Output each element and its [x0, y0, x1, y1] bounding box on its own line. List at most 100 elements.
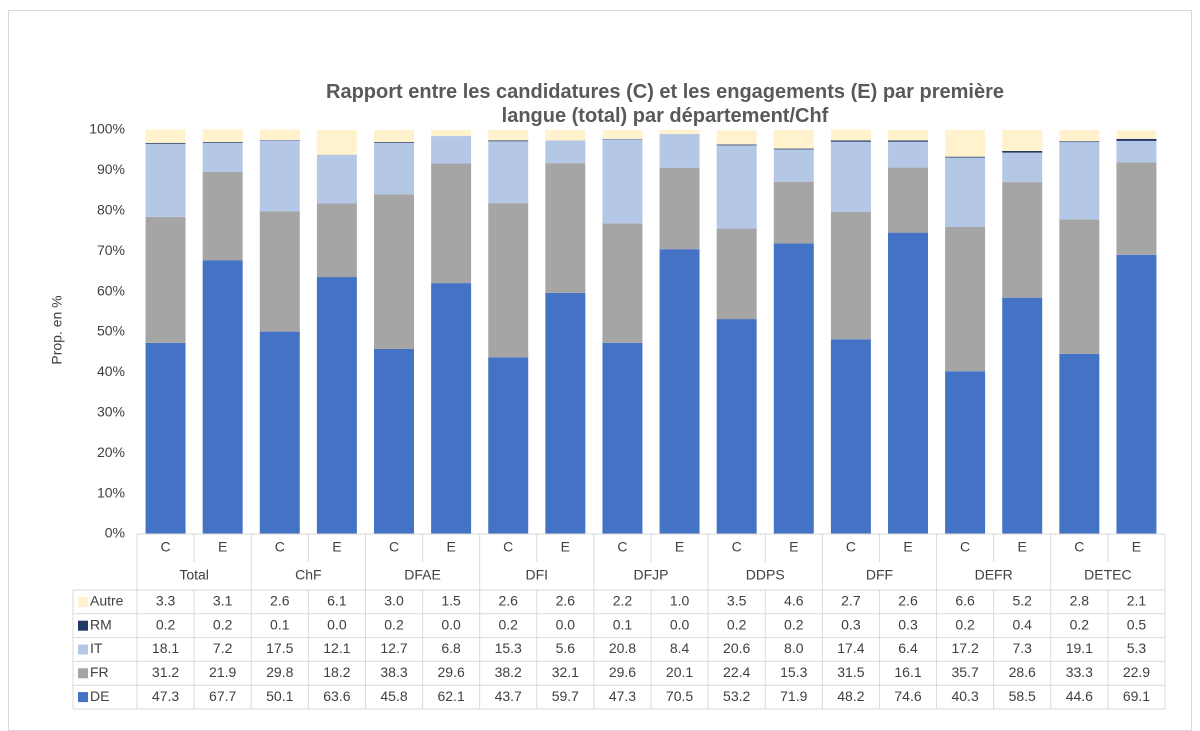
- table-value: 4.6: [784, 593, 804, 609]
- table-value: 22.4: [723, 664, 750, 680]
- x-tick-label: E: [218, 539, 227, 555]
- table-value: 0.0: [670, 616, 690, 632]
- bar-segment: [830, 212, 871, 340]
- bar-segment: [1059, 130, 1100, 142]
- bar-segment: [202, 172, 243, 261]
- table-value: 0.2: [1070, 616, 1090, 632]
- bar-segment: [773, 181, 814, 244]
- bar-segment: [1002, 130, 1043, 152]
- bar-segment: [374, 142, 414, 195]
- group-label: DFAE: [404, 567, 441, 583]
- x-tick-label: E: [1018, 539, 1027, 555]
- table-value: 0.2: [213, 616, 233, 632]
- y-tick-label: 20%: [97, 444, 125, 460]
- x-tick-label: C: [160, 539, 170, 555]
- group-label: ChF: [295, 567, 321, 583]
- x-tick-label: C: [960, 539, 970, 555]
- bar-segment: [1059, 141, 1100, 143]
- table-value: 63.6: [323, 688, 350, 704]
- bar-segment: [259, 129, 300, 141]
- table-value: 44.6: [1066, 688, 1093, 704]
- bar-segment: [431, 163, 472, 284]
- bar-segment: [145, 342, 186, 534]
- table-value: 0.0: [327, 616, 347, 632]
- bar-segment: [716, 228, 757, 320]
- x-tick-label: C: [846, 539, 856, 555]
- bar-segment: [716, 130, 757, 145]
- x-tick-label: E: [332, 539, 341, 555]
- y-tick-label: 10%: [97, 484, 125, 500]
- bar-segment: [145, 216, 186, 343]
- bar-segment: [431, 283, 472, 534]
- table-value: 74.6: [894, 688, 921, 704]
- table-value: 40.3: [951, 688, 978, 704]
- bar-segment: [1059, 142, 1100, 220]
- table-value: 1.5: [441, 593, 461, 609]
- y-tick-label: 90%: [97, 161, 125, 177]
- table-value: 43.7: [495, 688, 522, 704]
- table-value: 20.8: [609, 640, 636, 656]
- legend-label: IT: [90, 640, 103, 656]
- legend-key: [78, 644, 88, 655]
- legend-label: RM: [90, 616, 112, 632]
- table-value: 6.4: [898, 640, 918, 656]
- bar-segment: [602, 342, 643, 534]
- table-value: 0.1: [270, 616, 290, 632]
- bar-segment: [888, 130, 928, 141]
- bar-segment: [202, 129, 243, 143]
- table-value: 15.3: [495, 640, 522, 656]
- table-value: 0.4: [1012, 616, 1032, 632]
- table-value: 0.3: [841, 616, 861, 632]
- table-value: 17.5: [266, 640, 293, 656]
- table-value: 0.2: [727, 616, 747, 632]
- table-value: 31.5: [837, 664, 864, 680]
- table-value: 2.6: [498, 593, 518, 609]
- table-value: 0.2: [156, 616, 176, 632]
- bar-segment: [888, 141, 928, 168]
- bar-segment: [545, 130, 586, 141]
- table-value: 53.2: [723, 688, 750, 704]
- table-value: 15.3: [780, 664, 807, 680]
- bar-segment: [830, 339, 871, 534]
- table-value: 71.9: [780, 688, 807, 704]
- table-value: 32.1: [552, 664, 579, 680]
- table-value: 16.1: [894, 664, 921, 680]
- bar-segment: [1002, 152, 1043, 183]
- table-value: 2.8: [1070, 593, 1090, 609]
- bar-segment: [316, 130, 357, 155]
- table-value: 28.6: [1009, 664, 1036, 680]
- chart-title: Rapport entre les candidatures (C) et le…: [326, 81, 1004, 127]
- legend-label: DE: [90, 688, 109, 704]
- group-label: Total: [179, 567, 209, 583]
- table-value: 0.2: [784, 616, 804, 632]
- bar-segment: [1116, 138, 1157, 141]
- bar-segment: [659, 249, 700, 534]
- table-value: 45.8: [380, 688, 407, 704]
- bar-segment: [488, 140, 529, 142]
- bar-segment: [1002, 297, 1043, 534]
- bar-segment: [488, 203, 529, 358]
- table-value: 2.6: [270, 593, 290, 609]
- table-value: 0.1: [613, 616, 633, 632]
- y-axis-label: Prop. en %: [49, 295, 65, 364]
- table-value: 5.2: [1012, 593, 1032, 609]
- table-value: 0.2: [384, 616, 404, 632]
- bar-segment: [374, 142, 414, 143]
- table-value: 47.3: [152, 688, 179, 704]
- table-value: 7.2: [213, 640, 233, 656]
- legend-key: [78, 596, 88, 607]
- legend-key: [78, 668, 88, 679]
- y-tick-label: 30%: [97, 404, 125, 420]
- bar-segment: [374, 194, 414, 349]
- table-value: 2.6: [556, 593, 576, 609]
- table-value: 0.2: [955, 616, 975, 632]
- bar-segment: [659, 134, 700, 168]
- bar-segment: [488, 357, 529, 534]
- table-value: 2.1: [1127, 593, 1147, 609]
- table-value: 3.0: [384, 593, 404, 609]
- bar-segment: [830, 140, 871, 142]
- table-value: 0.0: [441, 616, 461, 632]
- bar-segment: [830, 129, 871, 141]
- table-value: 2.6: [898, 593, 918, 609]
